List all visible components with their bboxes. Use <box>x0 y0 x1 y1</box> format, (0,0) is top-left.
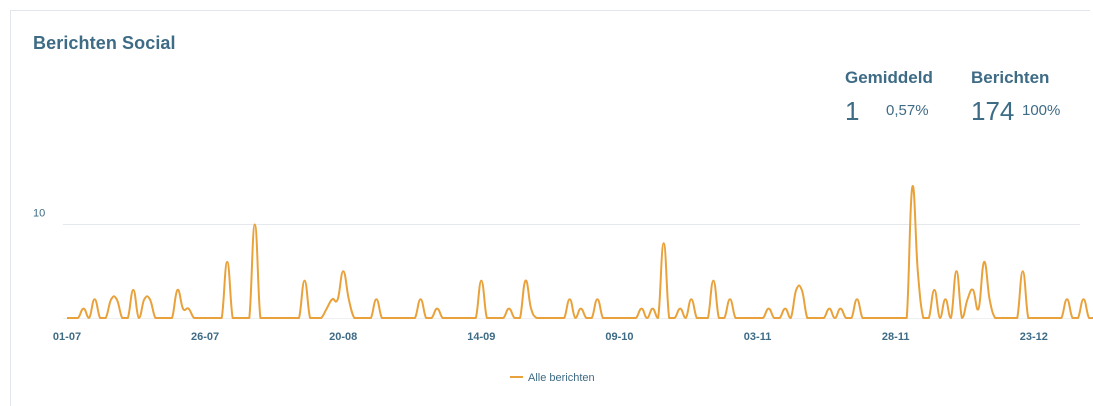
count-percent: 100% <box>1022 102 1061 119</box>
x-tick-label: 26-07 <box>191 331 219 343</box>
y-axis-ticks: 10 <box>33 208 45 220</box>
legend[interactable]: Alle berichten <box>510 372 595 384</box>
x-tick-label: 23-12 <box>1020 331 1048 343</box>
x-tick-label: 14-09 <box>467 331 495 343</box>
x-tick-label: 20-08 <box>329 331 357 343</box>
x-axis-ticks: 01-07 26-07 20-08 14-09 09-10 03-11 28-11 23-12 <box>53 331 1048 343</box>
legend-label: Alle berichten <box>528 372 595 384</box>
x-tick-label: 09-10 <box>605 331 633 343</box>
series-layer <box>67 185 1093 319</box>
chart-card <box>10 10 1090 406</box>
x-tick-label: 01-07 <box>53 331 81 343</box>
count-label: Berichten <box>971 68 1050 87</box>
y-tick-label: 10 <box>33 208 45 220</box>
x-tick-label: 28-11 <box>882 331 910 343</box>
x-tick-label: 03-11 <box>744 331 772 343</box>
average-value: 1 <box>845 96 860 126</box>
series-line-0 <box>67 185 1093 319</box>
count-value: 174 <box>971 96 1015 126</box>
average-percent: 0,57% <box>886 102 929 119</box>
average-label: Gemiddeld <box>845 68 933 87</box>
chart-title: Berichten Social <box>33 33 176 53</box>
